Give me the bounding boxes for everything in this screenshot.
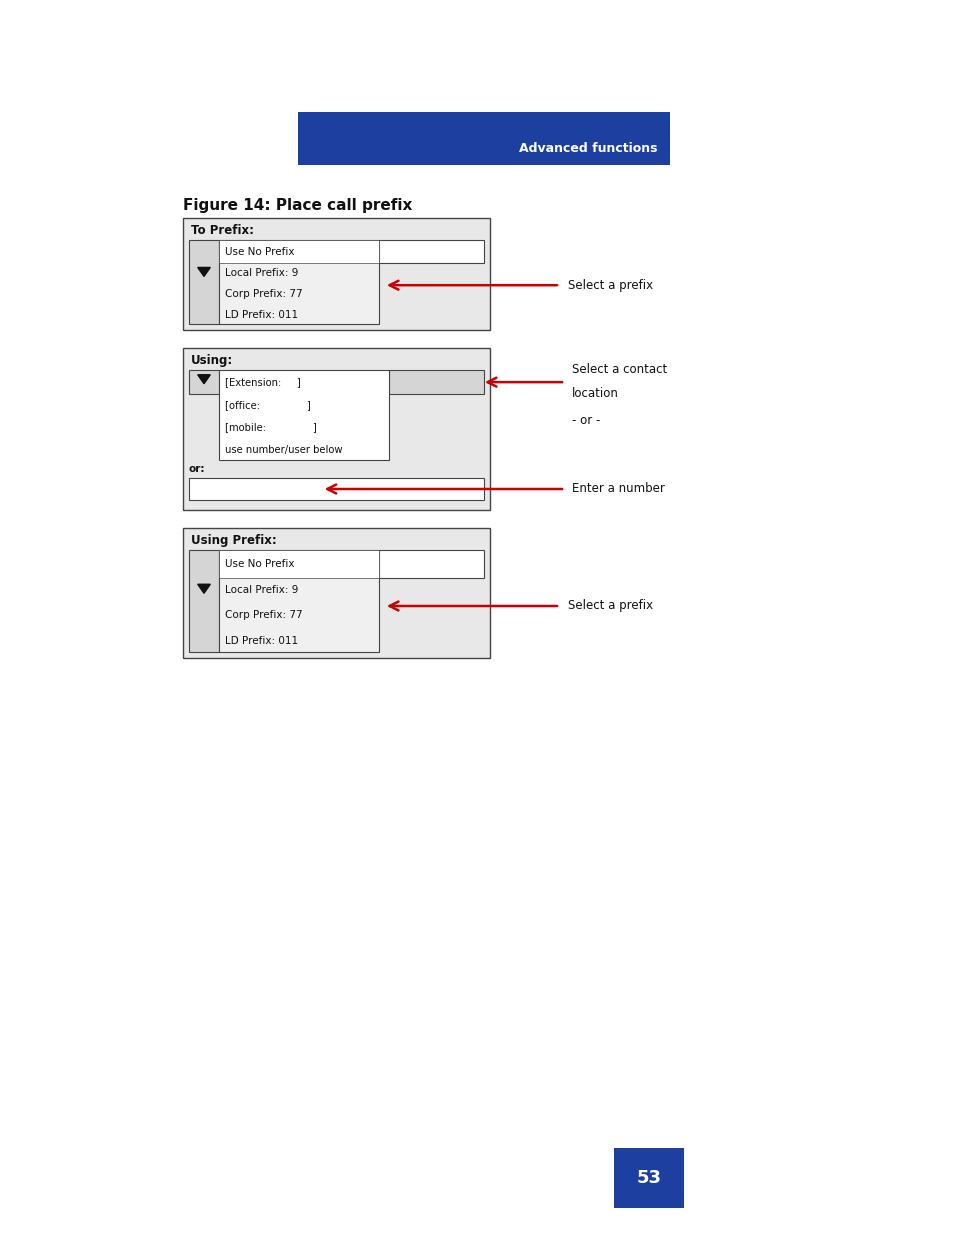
Text: [Extension:     ]: [Extension: ] — [225, 378, 300, 388]
Text: Local Prefix: 9: Local Prefix: 9 — [225, 584, 298, 594]
Text: Corp Prefix: 77: Corp Prefix: 77 — [225, 289, 302, 299]
Polygon shape — [197, 268, 210, 277]
Text: - or -: - or - — [572, 414, 599, 427]
Text: To Prefix:: To Prefix: — [191, 224, 253, 237]
Text: Select a prefix: Select a prefix — [567, 279, 653, 291]
Bar — [189, 478, 483, 500]
Text: LD Prefix: 011: LD Prefix: 011 — [225, 310, 297, 320]
Text: Local Prefix: 9: Local Prefix: 9 — [225, 268, 298, 278]
Polygon shape — [197, 374, 210, 384]
Text: Corp Prefix: 77: Corp Prefix: 77 — [225, 610, 302, 620]
Bar — [189, 550, 219, 652]
Bar — [297, 112, 669, 165]
Bar — [378, 240, 483, 263]
Text: use number/user below: use number/user below — [225, 445, 342, 454]
Text: Enter a number: Enter a number — [572, 483, 664, 495]
Bar — [183, 219, 490, 330]
Text: Advanced functions: Advanced functions — [519, 142, 658, 156]
Text: Use No Prefix: Use No Prefix — [225, 247, 294, 257]
Text: LD Prefix: 011: LD Prefix: 011 — [225, 636, 297, 646]
Text: Using Prefix:: Using Prefix: — [191, 534, 276, 547]
Text: location: location — [572, 387, 618, 400]
Bar — [189, 370, 219, 394]
Bar — [389, 370, 483, 394]
Text: Select a contact: Select a contact — [572, 363, 666, 377]
Polygon shape — [197, 584, 210, 593]
Text: Use No Prefix: Use No Prefix — [225, 559, 294, 569]
Bar — [183, 529, 490, 658]
Text: 53: 53 — [636, 1170, 660, 1187]
Bar — [219, 240, 378, 324]
Bar — [219, 550, 378, 578]
Text: or:: or: — [189, 464, 205, 474]
Text: Figure 14: Place call prefix: Figure 14: Place call prefix — [183, 198, 412, 212]
Bar — [219, 240, 378, 263]
Bar — [219, 370, 389, 459]
Bar — [614, 1149, 683, 1208]
Text: Using:: Using: — [191, 354, 233, 367]
Bar — [183, 348, 490, 510]
Bar — [189, 240, 219, 324]
Bar — [219, 550, 378, 652]
Bar — [378, 550, 483, 578]
Text: Select a prefix: Select a prefix — [567, 599, 653, 613]
Text: [office:               ]: [office: ] — [225, 400, 311, 410]
Text: [mobile:               ]: [mobile: ] — [225, 422, 316, 432]
